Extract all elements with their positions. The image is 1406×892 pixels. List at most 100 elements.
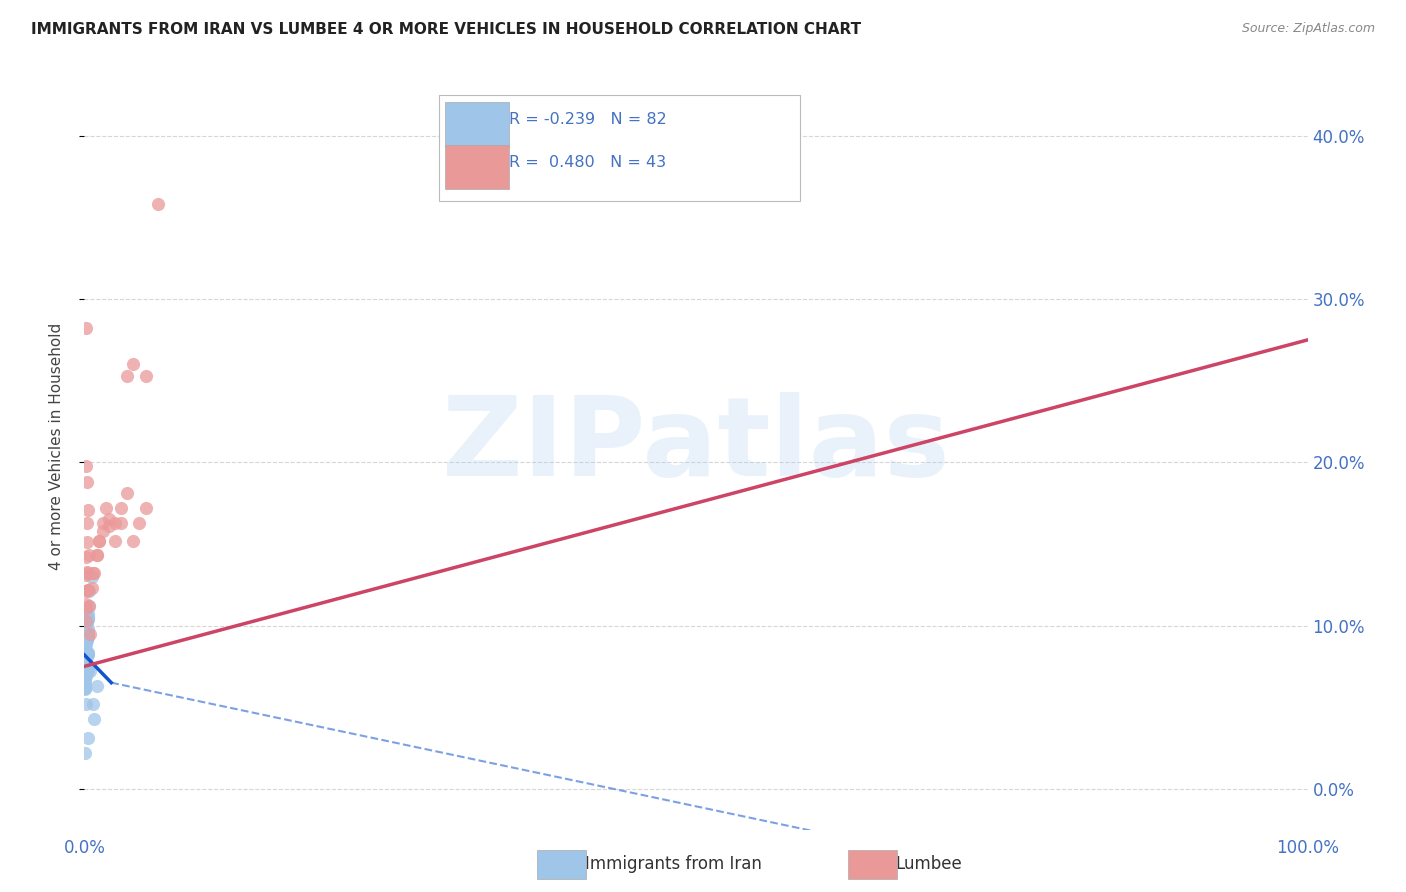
Point [110, 501, 132, 516]
Point [83, 712, 105, 726]
Point [82, 697, 104, 711]
Point [97, 519, 120, 533]
Point [77, 626, 100, 640]
Point [75, 630, 97, 644]
Point [73, 653, 96, 667]
Point [75, 635, 97, 649]
Point [77, 582, 100, 597]
Point [75, 612, 97, 626]
Point [73, 681, 96, 695]
Point [128, 516, 150, 530]
Point [76, 632, 98, 646]
Point [75, 657, 97, 672]
Point [73, 682, 96, 697]
Point [77, 648, 100, 662]
Point [75, 663, 97, 677]
FancyBboxPatch shape [439, 95, 800, 201]
Point [75, 648, 97, 662]
Point [73, 675, 96, 690]
Point [76, 646, 98, 660]
Point [77, 502, 100, 516]
Point [75, 638, 97, 652]
Point [80, 581, 103, 595]
Point [75, 663, 97, 677]
Point [110, 516, 132, 530]
Point [75, 659, 97, 673]
Point [73, 663, 96, 677]
Point [135, 368, 157, 383]
Point [73, 665, 96, 680]
FancyBboxPatch shape [446, 103, 509, 147]
Point [75, 665, 97, 679]
Point [76, 566, 98, 581]
Point [76, 565, 98, 579]
Point [77, 584, 100, 599]
Point [77, 661, 100, 675]
Point [75, 665, 97, 680]
Point [77, 630, 100, 644]
Point [75, 648, 97, 662]
Point [77, 610, 100, 624]
Point [77, 646, 100, 660]
Point [76, 630, 98, 644]
Point [75, 646, 97, 660]
Point [91, 516, 114, 530]
Point [77, 628, 100, 642]
Point [122, 358, 145, 372]
Point [75, 659, 97, 673]
Point [76, 475, 98, 489]
Point [79, 626, 101, 640]
Point [76, 614, 98, 628]
Point [75, 321, 97, 335]
Text: Immigrants from Iran: Immigrants from Iran [585, 855, 762, 873]
FancyBboxPatch shape [446, 145, 509, 189]
Point [76, 625, 98, 640]
Point [75, 600, 97, 615]
Point [80, 569, 103, 583]
Point [76, 633, 98, 648]
Point [75, 584, 97, 599]
Point [115, 486, 138, 500]
Point [73, 669, 96, 683]
Point [75, 665, 97, 679]
Text: Lumbee: Lumbee [896, 855, 962, 873]
Point [77, 599, 100, 613]
Point [75, 458, 97, 473]
Point [75, 616, 97, 631]
Text: R = -0.239   N = 82: R = -0.239 N = 82 [509, 112, 666, 128]
Point [115, 368, 138, 383]
Point [91, 524, 114, 538]
Point [75, 697, 97, 711]
Point [75, 648, 97, 662]
Point [75, 646, 97, 660]
Point [73, 673, 96, 687]
Text: R =  0.480   N = 43: R = 0.480 N = 43 [509, 154, 666, 169]
Point [75, 649, 97, 664]
Point [77, 731, 100, 746]
Point [122, 533, 145, 548]
Point [77, 549, 100, 563]
Point [76, 615, 98, 630]
Point [86, 549, 108, 563]
Point [76, 630, 98, 644]
Point [87, 533, 110, 548]
Point [73, 671, 96, 685]
Point [77, 612, 100, 626]
Point [75, 597, 97, 611]
Point [82, 566, 104, 581]
Point [73, 746, 96, 760]
Point [75, 665, 97, 680]
Point [75, 665, 97, 679]
Point [75, 632, 97, 646]
Point [73, 667, 96, 681]
Point [77, 665, 100, 679]
Point [76, 535, 98, 549]
Point [76, 632, 98, 646]
Point [76, 626, 98, 640]
Point [77, 599, 100, 613]
Point [76, 625, 98, 640]
Point [75, 568, 97, 582]
Point [83, 566, 105, 581]
Point [104, 516, 127, 530]
Point [73, 679, 96, 693]
